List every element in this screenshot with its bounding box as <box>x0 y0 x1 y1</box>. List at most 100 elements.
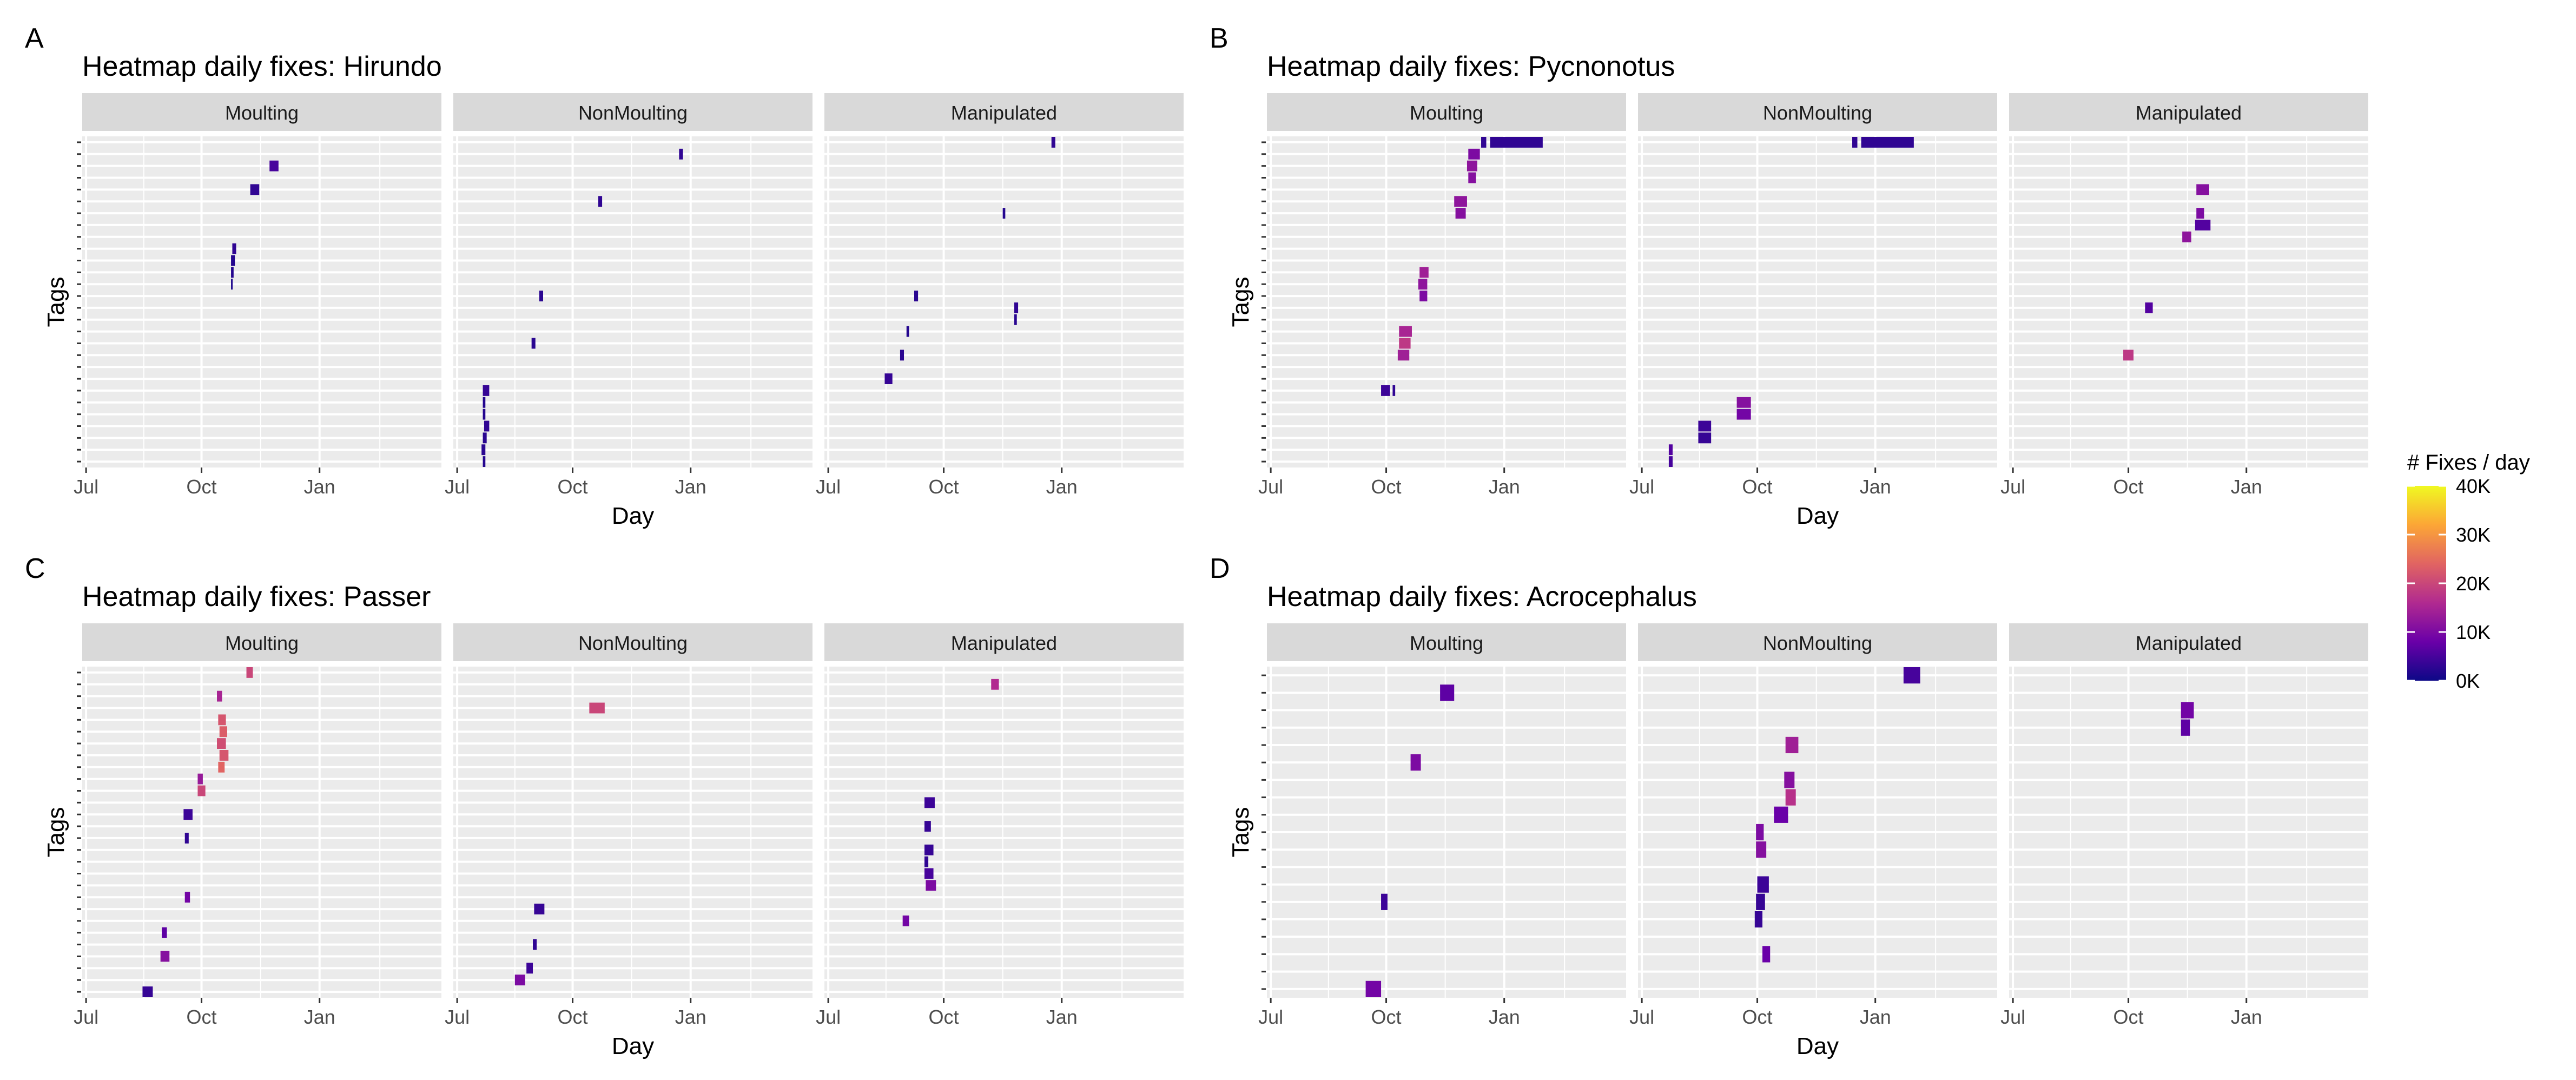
facet-strip-label: Manipulated <box>2136 102 2242 124</box>
facet-strip-label: Moulting <box>1410 102 1483 124</box>
x-tick-label: Oct <box>558 476 588 498</box>
heat-cell <box>1698 432 1712 444</box>
heat-cell <box>197 785 206 796</box>
y-axis-label: Tags <box>43 277 69 327</box>
legend-tick-label: 40K <box>2456 475 2491 497</box>
x-tick-label: Jan <box>2231 1006 2262 1028</box>
facet-strip-label: Moulting <box>225 632 299 654</box>
x-axis-label: Day <box>1796 503 1839 529</box>
heat-cell <box>162 927 167 938</box>
x-tick-label: Oct <box>1371 476 1402 498</box>
heat-cell <box>219 726 227 737</box>
heat-cell <box>1668 456 1673 467</box>
x-tick-label: Jan <box>1489 476 1520 498</box>
color-legend: # Fixes / day 40K 30K 20K 10K 0K <box>2407 451 2530 692</box>
legend-tick-label: 30K <box>2456 524 2491 546</box>
legend-tick-label: 0K <box>2456 670 2480 692</box>
heat-cell <box>924 868 934 879</box>
x-tick-label: Jul <box>445 476 470 498</box>
heat-cell <box>1381 893 1388 910</box>
panel-letter: A <box>25 23 44 54</box>
facet-plot-area <box>1638 136 1997 467</box>
heat-cell <box>924 856 929 867</box>
x-tick-label: Jan <box>1860 476 1891 498</box>
x-tick-label: Jul <box>2000 476 2025 498</box>
heat-cell <box>1014 302 1019 313</box>
panel-title: Heatmap daily fixes: Pycnonotus <box>1267 51 1675 82</box>
heat-cell <box>2195 220 2211 231</box>
facet-strip <box>453 623 813 661</box>
y-axis-label: Tags <box>1227 807 1254 858</box>
heat-cell <box>598 196 603 207</box>
x-tick-label: Jan <box>304 476 335 498</box>
facet-moulting: Moulting Jul Oct Jan <box>1258 623 1626 1028</box>
heat-cell <box>1736 397 1751 408</box>
heat-cell <box>1774 806 1788 823</box>
facet-manipulated: Manipulated Jul Oct Jan <box>816 93 1184 498</box>
panel-letter: B <box>1210 23 1228 54</box>
facet-plot-area <box>2009 136 2368 467</box>
heat-cell <box>884 373 893 384</box>
facet-strip <box>2009 623 2368 661</box>
panel-title: Heatmap daily fixes: Passer <box>82 581 431 613</box>
facet-strip <box>453 93 813 131</box>
x-axis-label: Day <box>1796 1033 1839 1059</box>
heat-cell <box>1756 893 1765 910</box>
heat-cell <box>218 761 225 773</box>
heat-cell <box>483 456 486 467</box>
x-tick-label: Oct <box>1742 1006 1773 1028</box>
heat-cell <box>1419 291 1428 301</box>
x-tick-label: Jul <box>2000 1006 2025 1028</box>
heat-cell <box>1698 420 1712 432</box>
x-tick-label: Jul <box>445 1006 470 1028</box>
facet-strip-label: NonMoulting <box>578 632 688 654</box>
facet-plot-area <box>453 667 813 998</box>
heat-cell <box>1784 772 1795 788</box>
x-tick-label: Jul <box>74 476 98 498</box>
facet-nonmoulting: NonMoulting Jul Oct Jan Day <box>1629 623 1997 1059</box>
heat-cell <box>679 148 683 160</box>
x-tick-label: Jul <box>1258 1006 1283 1028</box>
x-tick-label: Jan <box>675 476 706 498</box>
x-tick-label: Oct <box>929 476 959 498</box>
facet-plot-area <box>82 136 441 467</box>
facet-strip-label: NonMoulting <box>578 102 688 124</box>
heat-cell <box>1762 946 1771 963</box>
facet-strip <box>82 93 441 131</box>
facet-moulting: Moulting Jul Oct Jan <box>74 623 441 1028</box>
panel-title: Heatmap daily fixes: Acrocephalus <box>1267 581 1697 613</box>
x-tick-label: Jul <box>1629 1006 1654 1028</box>
facet-strip <box>2009 93 2368 131</box>
heat-cell <box>184 892 190 903</box>
facet-strip-label: NonMoulting <box>1763 102 1872 124</box>
panel-letter: D <box>1210 553 1230 584</box>
x-tick-label: Oct <box>2113 1006 2144 1028</box>
heat-cell <box>1668 444 1673 456</box>
heat-cell <box>217 738 226 749</box>
facet-strip-label: Moulting <box>1410 632 1483 654</box>
heat-cell <box>231 255 235 266</box>
x-tick-label: Jan <box>1860 1006 1891 1028</box>
heat-cell <box>160 951 170 962</box>
heat-cell <box>1785 789 1796 806</box>
heat-cell <box>217 690 222 702</box>
heat-cell <box>924 797 935 808</box>
heat-cell <box>1754 911 1763 928</box>
facet-strip <box>1638 623 1997 661</box>
x-tick-label: Jan <box>1046 1006 1078 1028</box>
heat-cell <box>1903 667 1920 684</box>
heat-cell <box>991 679 999 690</box>
panel-title: Heatmap daily fixes: Hirundo <box>82 51 442 82</box>
facet-strip-label: Manipulated <box>951 102 1057 124</box>
heat-cell <box>1468 172 1476 183</box>
heat-cell <box>483 432 487 444</box>
facet-nonmoulting: NonMoulting Jul Oct Jan Day <box>445 93 813 529</box>
heat-cell <box>483 385 490 396</box>
panel-d: D Heatmap daily fixes: Acrocephalus Tags Mo… <box>1210 553 2368 1059</box>
heat-cell <box>534 904 545 914</box>
heat-cell <box>1392 385 1396 396</box>
facet-strip <box>824 93 1184 131</box>
heat-cell <box>926 880 936 891</box>
heat-cell <box>539 291 543 301</box>
